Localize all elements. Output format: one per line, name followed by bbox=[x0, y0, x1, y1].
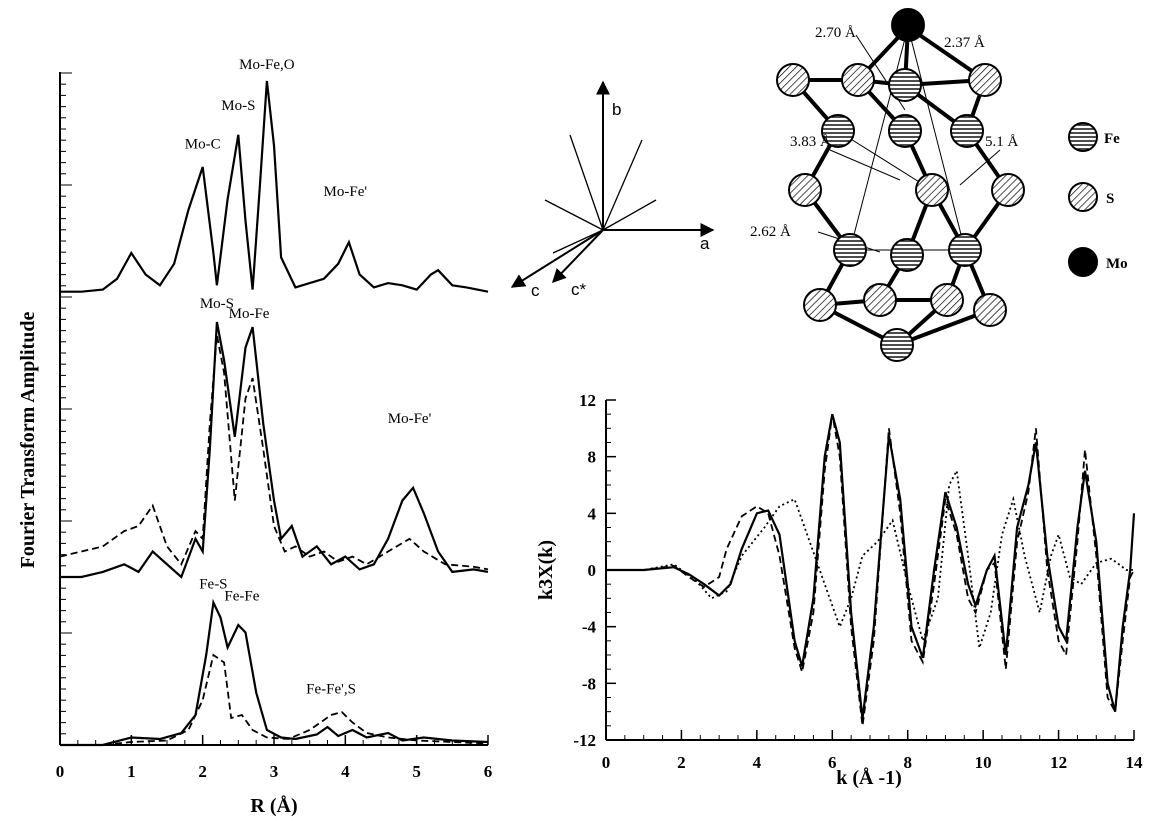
distance-label: 2.37 Å bbox=[944, 35, 985, 51]
ft-trace-solid bbox=[60, 598, 489, 747]
exafs-x-axis-title: k (Å -1) bbox=[836, 766, 902, 789]
ft-peak-label: Fe-S bbox=[199, 577, 227, 593]
ft-peak-label: Mo-S bbox=[200, 296, 234, 312]
exafs-x-tick-label: 14 bbox=[1126, 753, 1144, 772]
ft-x-tick-label: 2 bbox=[198, 762, 207, 781]
atom-legend: Fe S Mo bbox=[1068, 122, 1128, 277]
fe-atom bbox=[950, 114, 984, 148]
exafs-y-tick-label: -12 bbox=[573, 731, 596, 750]
s-atom bbox=[788, 173, 822, 207]
s-atom bbox=[863, 283, 897, 317]
ft-x-axis-title: R (Å) bbox=[250, 794, 297, 817]
crystal-axes-diagram: b a c c* bbox=[510, 80, 715, 300]
ft-trace-solid bbox=[60, 321, 489, 579]
cluster-structure: 2.70 Å 2.37 Å 3.83 Å 5.1 Å 2.62 Å bbox=[750, 8, 1025, 362]
ft-x-tick-label: 0 bbox=[56, 762, 65, 781]
exafs-y-tick-label: -8 bbox=[582, 674, 596, 693]
a-axis-label: a bbox=[700, 234, 710, 253]
ft-y-ticks bbox=[60, 72, 72, 746]
c-axis-arrow bbox=[510, 229, 604, 288]
exafs-y-tick-label: -4 bbox=[582, 618, 597, 637]
ft-peak-labels: Mo-CMo-SMo-Fe,OMo-Fe'Mo-SMo-FeMo-Fe'Fe-S… bbox=[185, 57, 432, 697]
exafs-x-ticks: 0 2 4 6 8 10 12 14 bbox=[602, 730, 1143, 772]
cluster-atoms bbox=[776, 8, 1025, 362]
s-legend-swatch bbox=[1068, 182, 1098, 212]
ft-peak-label: Mo-Fe' bbox=[324, 184, 368, 200]
exafs-x-tick-label: 12 bbox=[1050, 753, 1067, 772]
distance-label: 5.1 Å bbox=[985, 134, 1019, 150]
ft-trace-solid bbox=[60, 80, 489, 293]
exafs-x-tick-label: 0 bbox=[602, 753, 611, 772]
s-atom bbox=[803, 288, 837, 322]
fe-atom bbox=[880, 328, 914, 362]
exafs-y-tick-label: 8 bbox=[588, 448, 597, 467]
fe-atom bbox=[833, 233, 867, 267]
fe-atom bbox=[888, 68, 922, 102]
ft-peak-label: Fe-Fe',S bbox=[306, 682, 356, 698]
mo-legend-label: Mo bbox=[1106, 256, 1128, 272]
exafs-trace-solid bbox=[606, 413, 1136, 719]
distance-label: 3.83 Å bbox=[790, 134, 831, 150]
exafs-trace-dashed bbox=[606, 414, 1135, 726]
b-axis-label: b bbox=[612, 100, 621, 119]
ft-x-tick-label: 1 bbox=[127, 762, 136, 781]
distance-label: 2.70 Å bbox=[815, 25, 856, 41]
ft-peak-label: Mo-C bbox=[185, 137, 221, 153]
mo-legend-swatch bbox=[1068, 247, 1098, 277]
s-atom bbox=[968, 63, 1002, 97]
fe-atom bbox=[888, 114, 922, 148]
fe-atom bbox=[890, 238, 924, 272]
ft-trace-dashed bbox=[60, 653, 489, 746]
exafs-x-tick-label: 10 bbox=[975, 753, 992, 772]
s-legend-label: S bbox=[1106, 191, 1114, 207]
lattice-lines bbox=[544, 134, 657, 254]
ft-peak-label: Mo-Fe bbox=[229, 306, 270, 322]
exafs-y-tick-label: 12 bbox=[579, 391, 596, 410]
exafs-y-ticks: 12 8 4 0 -4 -8 -12 bbox=[573, 391, 616, 750]
s-atom bbox=[991, 173, 1025, 207]
fe-atom bbox=[948, 233, 982, 267]
exafs-x-tick-label: 6 bbox=[828, 753, 837, 772]
ft-y-axis-title: Fourier Transform Amplitude bbox=[17, 312, 39, 569]
ft-peak-label: Fe-Fe bbox=[224, 589, 259, 605]
mo-atom bbox=[891, 8, 925, 42]
s-atom bbox=[973, 293, 1007, 327]
c-axis-label: c bbox=[531, 281, 540, 300]
ft-x-ticks: 0 1 2 3 4 5 6 bbox=[56, 735, 493, 781]
s-atom bbox=[930, 283, 964, 317]
s-atom bbox=[915, 173, 949, 207]
ft-traces bbox=[59, 80, 489, 747]
ft-x-tick-label: 6 bbox=[484, 762, 493, 781]
exafs-y-axis-title: k3X(k) bbox=[535, 540, 557, 600]
ft-x-tick-label: 5 bbox=[412, 762, 421, 781]
ft-peak-label: Mo-Fe' bbox=[388, 411, 432, 427]
exafs-trace-dotted bbox=[606, 467, 1134, 649]
fe-legend-swatch bbox=[1068, 122, 1098, 152]
exafs-panel: 12 8 4 0 -4 -8 -12 0 2 4 6 8 10 12 14 k (Å -1) k3X(k) bbox=[535, 391, 1143, 789]
exafs-x-tick-label: 8 bbox=[903, 753, 912, 772]
s-atom bbox=[776, 63, 810, 97]
fe-atom bbox=[821, 114, 855, 148]
s-atom bbox=[841, 63, 875, 97]
exafs-x-tick-label: 4 bbox=[753, 753, 762, 772]
exafs-traces bbox=[606, 413, 1136, 726]
ft-trace-dashed bbox=[59, 334, 489, 571]
ft-peak-label: Mo-Fe,O bbox=[239, 57, 295, 73]
exafs-y-tick-label: 0 bbox=[588, 561, 597, 580]
c-star-axis-arrow bbox=[552, 229, 604, 284]
ft-x-tick-label: 4 bbox=[341, 762, 350, 781]
ft-x-tick-label: 3 bbox=[270, 762, 279, 781]
distance-label: 2.62 Å bbox=[750, 224, 791, 240]
fe-legend-label: Fe bbox=[1104, 131, 1120, 147]
ft-peak-label: Mo-S bbox=[221, 98, 255, 114]
exafs-x-tick-label: 2 bbox=[677, 753, 686, 772]
exafs-y-tick-label: 4 bbox=[588, 504, 597, 523]
c-star-axis-label: c* bbox=[571, 280, 587, 299]
